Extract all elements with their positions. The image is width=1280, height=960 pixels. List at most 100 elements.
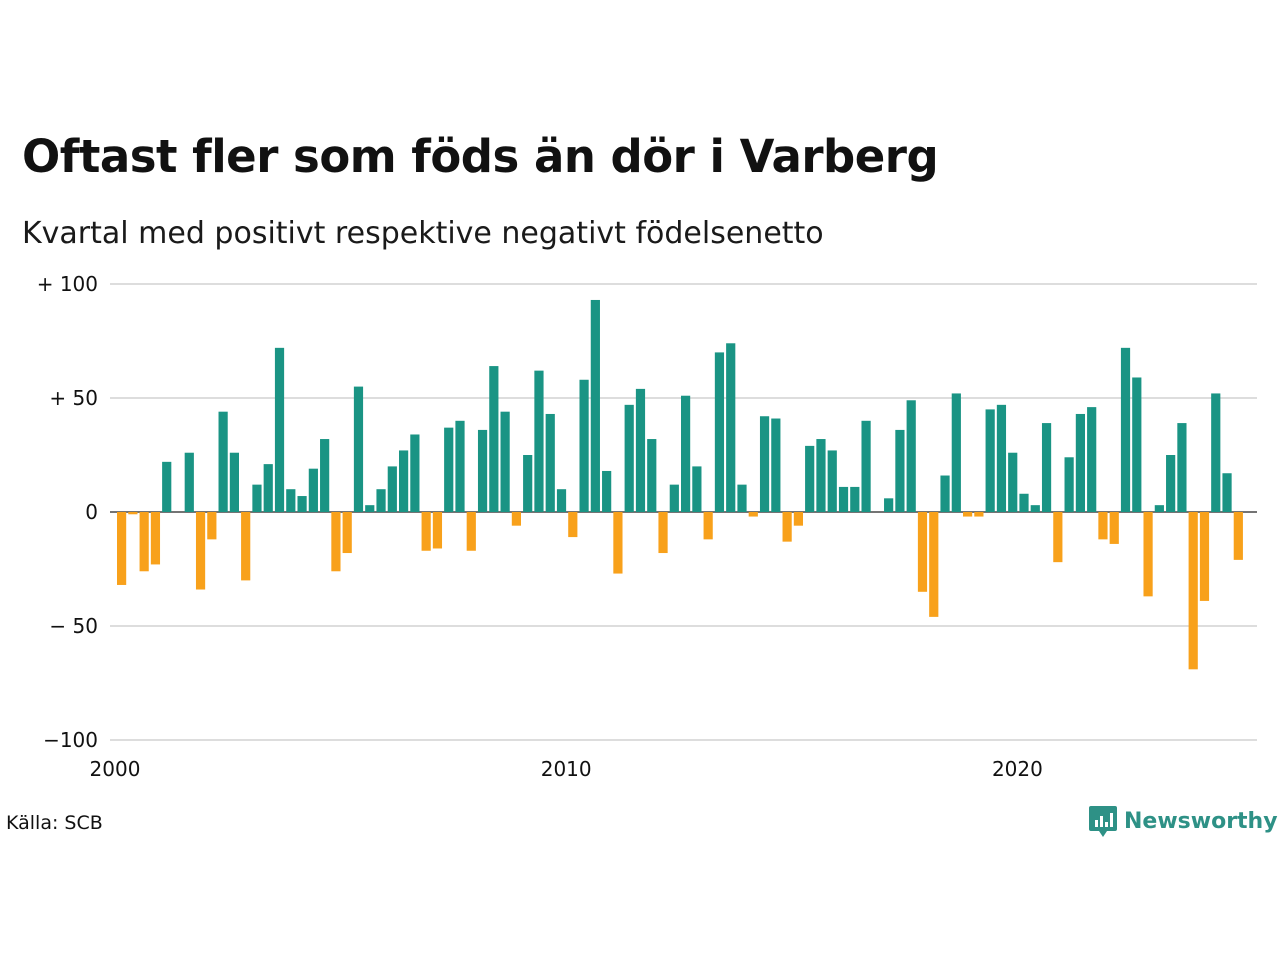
bar-q52 xyxy=(692,466,702,512)
bar-q67 xyxy=(861,420,871,512)
bar-q17 xyxy=(297,496,307,512)
bar-q70 xyxy=(895,429,905,512)
source-note: Källa: SCB xyxy=(6,812,103,834)
bar-q45 xyxy=(613,512,623,574)
bar-q10 xyxy=(218,411,228,512)
bar-q36 xyxy=(511,512,521,526)
x-tick-label: 2010 xyxy=(541,757,592,781)
bars xyxy=(117,299,1243,670)
bar-q42 xyxy=(579,379,589,512)
bar-q37 xyxy=(523,455,533,512)
bar-q86 xyxy=(1075,413,1085,512)
bar-q79 xyxy=(996,404,1007,512)
bar-q11 xyxy=(229,452,239,512)
bar-q82 xyxy=(1030,505,1040,512)
bar-q63 xyxy=(816,439,826,512)
bar-q35 xyxy=(500,411,510,512)
bar-q93 xyxy=(1154,505,1164,512)
bar-q18 xyxy=(308,468,318,512)
chart-subtitle: Kvartal med positivt respektive negativt… xyxy=(22,216,824,251)
bar-q2 xyxy=(128,512,138,515)
bar-q87 xyxy=(1087,407,1097,512)
bar-q23 xyxy=(365,505,375,512)
bar-q80 xyxy=(1008,452,1018,512)
bar-q83 xyxy=(1041,423,1052,512)
bar-q51 xyxy=(681,395,691,512)
bar-q66 xyxy=(850,486,860,512)
bar-q26 xyxy=(399,450,409,512)
bar-q48 xyxy=(647,439,657,512)
bar-q69 xyxy=(884,498,894,512)
bar-q89 xyxy=(1109,512,1119,544)
bar-q54 xyxy=(714,352,725,512)
bar-q55 xyxy=(726,343,736,512)
bar-q4 xyxy=(150,512,161,565)
bar-q5 xyxy=(162,461,172,512)
bar-q85 xyxy=(1064,457,1074,512)
bar-q12 xyxy=(241,512,251,581)
bar-q25 xyxy=(387,466,397,512)
bar-q43 xyxy=(590,299,600,512)
bar-q58 xyxy=(759,416,770,512)
bar-q3 xyxy=(139,512,149,572)
x-axis-labels: 2000 2010 2020 xyxy=(90,757,1043,781)
x-tick-label: 2000 xyxy=(90,757,141,781)
bar-q39 xyxy=(545,413,555,512)
bar-q31 xyxy=(455,420,465,512)
bar-q32 xyxy=(466,512,476,551)
bar-q62 xyxy=(805,445,815,512)
bar-q49 xyxy=(658,512,668,554)
bar-q16 xyxy=(286,489,296,512)
y-tick-label: + 50 xyxy=(49,386,98,410)
bar-q73 xyxy=(929,512,939,617)
bar-q33 xyxy=(477,429,488,512)
bar-q8 xyxy=(195,512,206,590)
bar-q100 xyxy=(1233,512,1243,560)
bar-q60 xyxy=(782,512,792,542)
bar-q57 xyxy=(748,512,758,517)
bar-q98 xyxy=(1211,393,1221,512)
x-tick-label: 2020 xyxy=(992,757,1043,781)
bar-q22 xyxy=(353,386,364,512)
bar-q88 xyxy=(1098,512,1108,540)
bar-q90 xyxy=(1120,347,1131,512)
bar-q94 xyxy=(1166,455,1176,512)
y-axis-labels: + 100 + 50 0 − 50 −100 xyxy=(37,272,98,752)
bar-q15 xyxy=(274,347,285,512)
bar-q41 xyxy=(568,512,578,538)
bar-q30 xyxy=(444,427,454,512)
y-tick-label: −100 xyxy=(43,728,98,752)
bar-q59 xyxy=(771,418,781,512)
bar-q7 xyxy=(184,452,194,512)
bar-q20 xyxy=(331,512,341,572)
bar-q95 xyxy=(1177,423,1187,512)
bar-q29 xyxy=(432,512,443,549)
bar-q13 xyxy=(252,484,262,512)
bar-q75 xyxy=(951,393,961,512)
bar-q21 xyxy=(342,512,352,554)
bar-q81 xyxy=(1019,493,1029,512)
bar-q38 xyxy=(534,370,544,512)
bar-q46 xyxy=(624,404,634,512)
bar-q19 xyxy=(320,439,330,512)
y-tick-label: 0 xyxy=(85,500,98,524)
bar-q77 xyxy=(974,512,984,517)
bar-q91 xyxy=(1132,377,1142,512)
bar-q76 xyxy=(963,512,973,517)
bar-q34 xyxy=(489,366,499,512)
brand-name: Newsworthy xyxy=(1124,808,1278,834)
bar-q24 xyxy=(376,489,386,512)
bar-q99 xyxy=(1222,473,1232,512)
chart-title: Oftast fler som föds än dör i Varberg xyxy=(22,130,939,183)
bar-q28 xyxy=(421,512,431,551)
bar-q50 xyxy=(669,484,679,512)
bar-q71 xyxy=(906,400,916,512)
bar-chart: + 100 + 50 0 − 50 −100 2000 2010 2020 xyxy=(37,272,1257,781)
bar-q9 xyxy=(207,512,217,540)
bar-q65 xyxy=(838,486,849,512)
bar-q78 xyxy=(985,409,995,512)
bar-q14 xyxy=(263,464,273,512)
bar-q92 xyxy=(1143,512,1153,597)
bar-q56 xyxy=(737,484,747,512)
bar-q27 xyxy=(410,434,420,512)
